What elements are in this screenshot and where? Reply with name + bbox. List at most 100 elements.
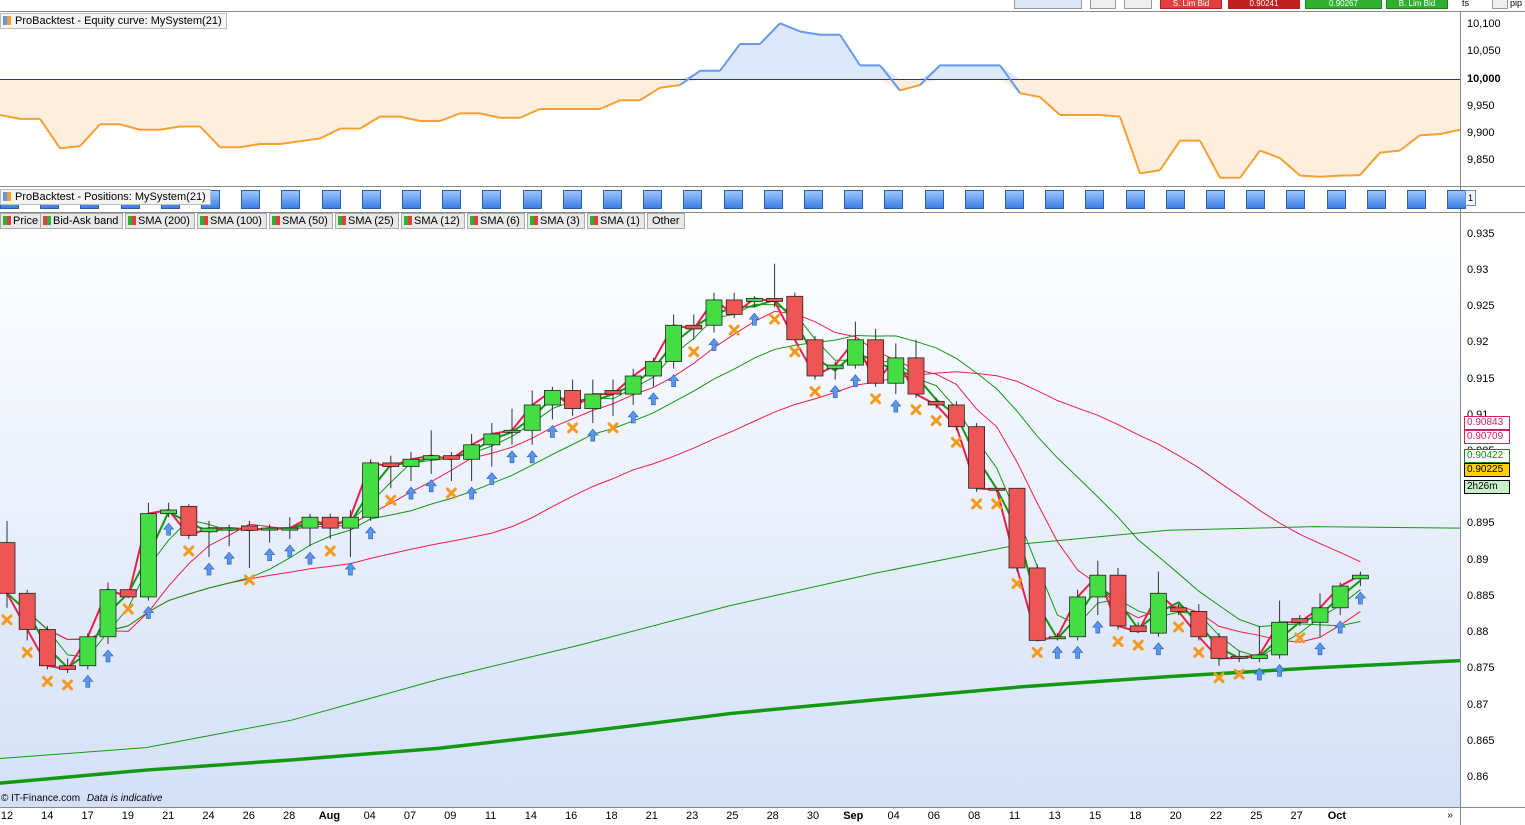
buy-price-button[interactable]: 0.90267 xyxy=(1305,0,1382,9)
legend-swatch xyxy=(200,216,208,225)
legend-label: Bid-Ask band xyxy=(53,215,119,227)
position-marker xyxy=(804,190,823,209)
x-tick-label: 06 xyxy=(927,810,941,822)
legend-tab-sma1[interactable]: SMA (1) xyxy=(587,213,645,229)
exit-signal-cross xyxy=(385,494,397,506)
position-marker xyxy=(643,190,663,209)
legend-tab-sma200[interactable]: SMA (200) xyxy=(125,213,195,229)
exit-signal-cross xyxy=(183,545,195,557)
position-marker xyxy=(964,190,984,209)
legend-tab-other[interactable]: Other xyxy=(647,213,685,229)
legend-tab-bid-ask[interactable]: Bid-Ask band xyxy=(40,213,124,229)
buy-signal-arrow xyxy=(1071,645,1084,659)
price-tick-label: 0.935 xyxy=(1467,227,1495,240)
x-tick-label: 17 xyxy=(81,810,94,822)
buy-signal-arrow xyxy=(1051,645,1064,659)
toolbar-icon-button[interactable] xyxy=(1124,0,1152,9)
legend-swatch xyxy=(590,216,598,225)
position-marker xyxy=(1286,190,1306,209)
x-tick-label: 25 xyxy=(726,810,739,822)
scroll-right-button[interactable]: » xyxy=(1447,810,1453,821)
legend-tab-sma6[interactable]: SMA (6) xyxy=(467,213,525,229)
legend-label: SMA (12) xyxy=(414,215,460,227)
equity-segment xyxy=(599,99,621,110)
legend-tab-sma50[interactable]: SMA (50) xyxy=(269,213,333,229)
candle-down xyxy=(0,542,16,594)
sell-price-button[interactable]: 0.90241 xyxy=(1228,0,1300,9)
x-tick-label: 27 xyxy=(1290,810,1303,822)
candle-down xyxy=(948,404,965,428)
x-tick-label: 24 xyxy=(202,810,215,822)
position-marker xyxy=(241,190,261,209)
position-marker xyxy=(442,190,462,209)
position-marker xyxy=(1045,190,1065,209)
equity-segment xyxy=(199,125,221,148)
legend-tab-sma100[interactable]: SMA (100) xyxy=(197,213,267,229)
equity-segment xyxy=(439,112,461,122)
positions-panel-title[interactable]: ProBacktest - Positions: MySystem(21) xyxy=(0,189,211,205)
equity-segment xyxy=(1419,133,1441,137)
buy-signal-arrow xyxy=(465,486,478,500)
equity-segment xyxy=(279,140,301,145)
candle-up xyxy=(1352,574,1369,580)
candle-up xyxy=(746,298,763,302)
equity-segment xyxy=(899,84,921,92)
x-tick-label: 18 xyxy=(1129,810,1142,822)
order-type-dropdown[interactable] xyxy=(1014,0,1082,9)
legend-label: SMA (6) xyxy=(480,215,520,227)
buy-signal-arrow xyxy=(102,649,114,663)
exit-signal-cross xyxy=(324,545,336,557)
candle-down xyxy=(564,390,581,409)
equity-panel-title[interactable]: ProBacktest - Equity curve: MySystem(21) xyxy=(0,13,227,29)
legend-tab-sma12[interactable]: SMA (12) xyxy=(401,213,465,229)
position-marker xyxy=(562,190,582,209)
candle-up xyxy=(705,299,723,326)
buy-signal-arrow xyxy=(667,374,680,388)
legend-tab-price[interactable]: Price xyxy=(0,213,44,229)
position-marker xyxy=(1085,190,1105,209)
equity-segment xyxy=(1239,149,1261,179)
position-marker xyxy=(1407,190,1426,209)
buy-limit-button[interactable]: B. Lim Bid xyxy=(1386,0,1448,9)
legend-tab-sma25[interactable]: SMA (25) xyxy=(335,213,399,229)
x-tick-label: 15 xyxy=(1088,810,1102,822)
buy-signal-arrow xyxy=(223,551,235,565)
buy-signal-arrow xyxy=(506,450,518,464)
exit-signal-cross xyxy=(1193,646,1205,658)
exit-signal-cross xyxy=(930,415,942,427)
toolbar-icon-button[interactable] xyxy=(1090,0,1116,9)
top-toolbar: S. Lim Bid 0.90241 0.90267 B. Lim Bid ts… xyxy=(0,0,1525,10)
equity-segment xyxy=(1159,140,1181,171)
equity-segment xyxy=(0,114,21,120)
exit-signal-cross xyxy=(607,422,619,434)
buy-signal-arrow xyxy=(627,410,639,424)
position-marker xyxy=(1246,190,1266,209)
equity-segment xyxy=(1379,149,1401,154)
qty-input[interactable] xyxy=(1492,0,1508,9)
exit-signal-cross xyxy=(950,436,962,448)
candle-up xyxy=(645,361,662,377)
exit-signal-cross xyxy=(769,313,781,325)
equity-tick-label: 10,100 xyxy=(1467,17,1501,30)
exit-signal-cross xyxy=(1112,636,1124,648)
candle-up xyxy=(1069,596,1086,638)
position-marker xyxy=(522,190,542,209)
buy-signal-arrow xyxy=(425,479,437,493)
candle-up xyxy=(584,393,602,409)
x-tick-label: 23 xyxy=(685,810,699,822)
buy-signal-arrow xyxy=(364,526,377,540)
buy-signal-arrow xyxy=(82,674,94,688)
equity-segment xyxy=(1339,174,1361,177)
candle-down xyxy=(1129,625,1147,633)
x-tick-label: 13 xyxy=(1048,810,1061,822)
x-tick-label: 14 xyxy=(524,810,538,822)
buy-signal-arrow xyxy=(405,486,417,500)
sell-limit-button[interactable]: S. Lim Bid xyxy=(1160,0,1222,9)
buy-signal-arrow xyxy=(203,562,215,576)
legend-tab-sma3[interactable]: SMA (3) xyxy=(527,213,585,229)
equity-segment xyxy=(239,142,261,149)
equity-segment xyxy=(1299,174,1321,178)
equity-segment xyxy=(799,30,821,36)
candle-up xyxy=(826,364,844,370)
